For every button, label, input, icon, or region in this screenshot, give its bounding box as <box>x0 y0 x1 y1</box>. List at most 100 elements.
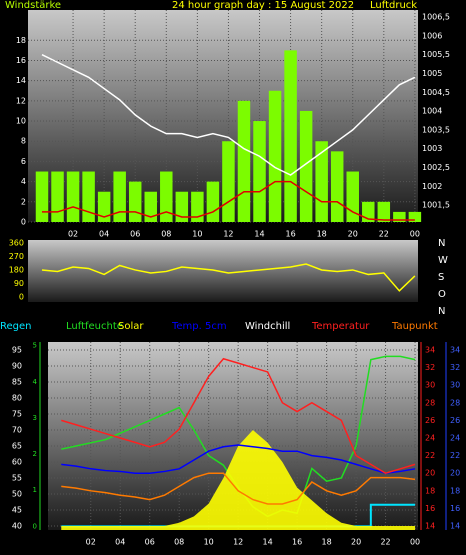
y2-tick-label: 1003,5 <box>422 125 450 134</box>
wind-gust-bar <box>268 90 282 222</box>
x-tick-label: 02 <box>86 538 96 547</box>
wind-gust-bar <box>237 100 251 222</box>
y2-tick-label: 1004 <box>422 107 442 116</box>
y-tick-label: 65 <box>12 442 22 451</box>
rain-tick-label: 5 <box>33 342 37 350</box>
x-tick-label: 18 <box>317 230 327 239</box>
wind-gust-bar <box>113 171 126 222</box>
y2-tick-label: 1001,5 <box>422 201 450 210</box>
plot-area <box>28 240 418 302</box>
x-tick-label: 04 <box>115 538 125 547</box>
y-tick-label: 45 <box>12 506 22 515</box>
y-tick-label: 10 <box>16 117 26 126</box>
x-tick-label: 20 <box>348 230 358 239</box>
x-tick-label: 16 <box>285 230 295 239</box>
wind-gust-bar <box>51 171 64 222</box>
y2-tick-label: 24 <box>425 433 435 442</box>
wind-gust-bar <box>82 171 95 222</box>
y2-tick-label: 1002 <box>422 182 442 191</box>
y2-tick-label: 14 <box>425 522 435 531</box>
x-tick-label: 02 <box>68 230 78 239</box>
y2-tick-label: 28 <box>425 398 435 407</box>
x-tick-label: 00 <box>410 538 420 547</box>
y3-tick-label: 26 <box>450 416 460 425</box>
wind-gust-bar <box>128 181 142 222</box>
legend-label: Temperatur <box>311 321 370 332</box>
y2-axis-title: Luftdruck <box>370 0 417 11</box>
y-tick-label: 90 <box>14 279 24 288</box>
y3-tick-label: 20 <box>450 469 460 478</box>
y3-tick-label: 34 <box>450 345 460 354</box>
y2-tick-label: 22 <box>425 451 435 460</box>
x-tick-label: 10 <box>204 538 214 547</box>
legend-label: Luftfeuchte <box>66 321 123 332</box>
y-tick-label: 40 <box>12 522 22 531</box>
x-tick-label: 08 <box>161 230 171 239</box>
wind-gust-bar <box>206 181 220 222</box>
y2-tick-label: 1005,5 <box>422 50 450 59</box>
y-tick-label: 55 <box>12 474 22 483</box>
y-tick-label: 70 <box>12 426 22 435</box>
wind-gust-bar <box>284 50 297 222</box>
direction-label: S <box>438 272 444 283</box>
y2-tick-label: 30 <box>425 381 435 390</box>
y2-tick-label: 18 <box>425 486 435 495</box>
y-tick-label: 180 <box>9 265 24 274</box>
y2-tick-label: 1004,5 <box>422 88 450 97</box>
wind-gust-bar <box>253 121 266 222</box>
y3-tick-label: 16 <box>450 504 460 513</box>
x-tick-label: 14 <box>254 230 264 239</box>
y3-tick-label: 30 <box>450 381 460 390</box>
y-tick-label: 16 <box>16 56 26 65</box>
wind-gust-bar <box>191 191 204 222</box>
y3-tick-label: 28 <box>450 398 460 407</box>
wind-gust-bar <box>408 211 422 222</box>
y3-tick-label: 32 <box>450 363 460 372</box>
wind-gust-bar <box>160 171 173 222</box>
wind-gust-bar <box>144 191 157 222</box>
y2-tick-label: 1003 <box>422 144 442 153</box>
x-tick-label: 12 <box>233 538 243 547</box>
y2-tick-label: 20 <box>425 469 435 478</box>
series-line <box>61 472 416 505</box>
y-tick-label: 270 <box>9 252 24 261</box>
direction-label: O <box>438 289 446 300</box>
y2-tick-label: 26 <box>425 416 435 425</box>
wind-gust-bar <box>222 141 235 222</box>
direction-label: N <box>438 238 445 249</box>
legend-label: Solar <box>118 321 144 332</box>
y2-tick-label: 1006 <box>422 31 442 40</box>
y-tick-label: 18 <box>16 36 26 45</box>
wind-gust-bar <box>377 201 391 222</box>
legend-label: Temp. 5cm <box>171 321 227 332</box>
direction-label: N <box>438 306 445 317</box>
series-line <box>41 180 415 221</box>
legend-label: Windchill <box>245 321 290 332</box>
x-tick-label: 10 <box>192 230 202 239</box>
y-tick-label: 360 <box>9 239 24 248</box>
y3-tick-label: 22 <box>450 451 460 460</box>
x-tick-label: 22 <box>379 230 389 239</box>
y-tick-label: 90 <box>12 362 22 371</box>
x-tick-label: 06 <box>130 230 140 239</box>
y2-tick-label: 34 <box>425 345 435 354</box>
y-tick-label: 14 <box>16 76 26 85</box>
y3-tick-label: 14 <box>450 522 460 531</box>
y-tick-label: 95 <box>12 346 22 355</box>
y-tick-label: 85 <box>12 378 22 387</box>
y-tick-label: 75 <box>12 410 22 419</box>
wind-gust-bar <box>35 171 49 222</box>
rain-tick-label: 4 <box>33 378 38 386</box>
rain-tick-label: 3 <box>33 414 37 422</box>
chart-title: 24 hour graph day : 15 August 2022 <box>172 0 354 11</box>
y2-tick-label: 16 <box>425 504 435 513</box>
y2-tick-label: 32 <box>425 363 435 372</box>
y-tick-label: 0 <box>19 292 24 301</box>
y-tick-label: 12 <box>16 96 26 105</box>
x-tick-label: 04 <box>99 230 109 239</box>
series-line <box>41 54 416 176</box>
y-tick-label: 8 <box>21 137 26 146</box>
wind-gust-bar <box>66 171 80 222</box>
rain-tick-label: 2 <box>33 450 37 458</box>
